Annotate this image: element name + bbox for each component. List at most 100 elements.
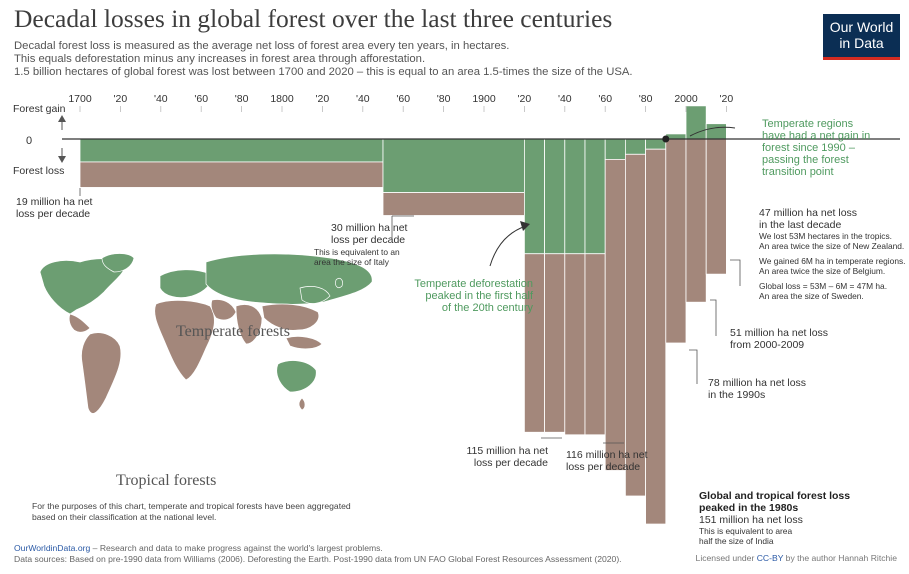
x-tick-label: 1900 bbox=[472, 93, 496, 105]
x-tick-label: '20 bbox=[114, 93, 128, 105]
annotation-1980-small: This is equivalent to area half the size … bbox=[699, 526, 792, 546]
map-region bbox=[154, 300, 215, 381]
bar-temperate bbox=[604, 138, 626, 160]
chart-subtitle: Decadal forest loss is measured as the a… bbox=[14, 40, 794, 78]
aggregation-note: For the purposes of this chart, temperat… bbox=[32, 501, 351, 522]
annotation-2010-small-1: We lost 53M hectares in the tropics. An a… bbox=[759, 231, 904, 251]
annotation-1980: 151 million ha net loss bbox=[699, 514, 803, 526]
owid-logo[interactable]: Our World in Data bbox=[823, 14, 900, 60]
leader-2010 bbox=[730, 259, 741, 286]
annotation-1990: 78 million ha net loss in the 1990s bbox=[708, 377, 806, 401]
bar-temperate bbox=[79, 138, 384, 163]
logo-line: in Data bbox=[839, 35, 884, 51]
annotation-2010-small-3: Global loss = 53M – 6M = 47M ha. An area … bbox=[759, 281, 887, 301]
bar-tropical bbox=[625, 153, 647, 497]
x-tick-label: 1800 bbox=[270, 93, 294, 105]
annotation-2010-small-2: We gained 6M ha in temperate regions. An … bbox=[759, 256, 906, 276]
bar-temperate bbox=[625, 138, 647, 155]
map-region bbox=[205, 253, 373, 305]
bar-temperate-gain bbox=[705, 123, 727, 140]
x-tick-label: '40 bbox=[558, 93, 572, 105]
license-link[interactable]: CC-BY bbox=[756, 553, 784, 563]
footer-tagline: – Research and data to make progress aga… bbox=[90, 543, 383, 553]
annotation-1850: 30 million ha net loss per decade bbox=[331, 222, 408, 246]
map-region bbox=[68, 313, 91, 333]
bar-tropical bbox=[79, 161, 384, 188]
data-sources: Data sources: Based on pre-1990 data fro… bbox=[14, 554, 622, 564]
bar-tropical bbox=[544, 253, 566, 433]
loss-label: Forest loss bbox=[13, 165, 64, 177]
annotation-temperate-peak: Temperate deforestation peaked in the fir… bbox=[414, 278, 534, 314]
annotation-2010: 47 million ha net loss in the last decade bbox=[759, 207, 857, 231]
map-region bbox=[210, 299, 237, 321]
bar-temperate bbox=[524, 138, 546, 255]
annotation-1850-small: This is equivalent to an area the size of… bbox=[314, 247, 400, 267]
license-pre: Licensed under bbox=[695, 553, 757, 563]
annotation-1940: 116 million ha net loss per decade bbox=[566, 449, 648, 473]
map-label-tropical: Tropical forests bbox=[116, 472, 217, 489]
footer: OurWorldinData.org – Research and data t… bbox=[14, 543, 622, 565]
license-post: by the author Hannah Ritchie bbox=[783, 553, 897, 563]
gain-label: Forest gain bbox=[13, 103, 66, 115]
bar-tropical bbox=[564, 253, 586, 436]
loss-arrowhead bbox=[58, 156, 66, 163]
arrowhead-temperate-peak bbox=[520, 221, 530, 231]
x-tick-label: '20 bbox=[316, 93, 330, 105]
logo-line: Our World bbox=[829, 19, 894, 35]
map-region bbox=[81, 332, 122, 414]
x-tick-label: '20 bbox=[518, 93, 532, 105]
arrow-temperate-peak bbox=[489, 225, 527, 267]
map-region bbox=[261, 303, 320, 331]
bar-tropical bbox=[705, 138, 727, 275]
arrow-transition bbox=[689, 126, 736, 137]
x-tick-label: '80 bbox=[437, 93, 451, 105]
x-tick-label: '40 bbox=[356, 93, 370, 105]
x-tick-label: 1700 bbox=[68, 93, 92, 105]
x-tick-label: '60 bbox=[396, 93, 410, 105]
owid-link[interactable]: OurWorldinData.org bbox=[14, 543, 91, 553]
bar-tropical bbox=[665, 138, 687, 344]
leader-2000 bbox=[710, 299, 717, 336]
map-region bbox=[276, 360, 317, 393]
x-tick-label: '40 bbox=[154, 93, 168, 105]
bar-temperate bbox=[584, 138, 606, 255]
x-tick-label: '60 bbox=[194, 93, 208, 105]
leader-1990 bbox=[689, 349, 698, 384]
bar-tropical bbox=[645, 148, 667, 525]
map-region bbox=[285, 336, 323, 350]
annotation-1980-bold: Global and tropical forest loss peaked in… bbox=[699, 490, 850, 514]
bar-tropical bbox=[382, 192, 525, 216]
license: Licensed under CC-BY by the author Hanna… bbox=[696, 553, 897, 563]
annotation-1700: 19 million ha net loss per decade bbox=[16, 196, 93, 220]
bar-tropical bbox=[604, 158, 626, 471]
x-tick-label: '80 bbox=[235, 93, 249, 105]
bar-temperate bbox=[544, 138, 566, 255]
subtitle-line: Decadal forest loss is measured as the a… bbox=[14, 40, 510, 52]
bar-tropical bbox=[685, 138, 707, 303]
bar-tropical bbox=[584, 253, 606, 436]
annotation-transition: Temperate regions have had a net gain in f… bbox=[762, 118, 870, 178]
map-region bbox=[101, 253, 135, 273]
map-region bbox=[298, 397, 306, 411]
bar-temperate bbox=[564, 138, 586, 255]
map-region bbox=[235, 304, 263, 345]
transition-point-marker bbox=[662, 135, 670, 143]
map-label-temperate: Temperate forests bbox=[176, 323, 290, 340]
x-tick-label: 2000 bbox=[674, 93, 698, 105]
chart-title: Decadal losses in global forest over the… bbox=[14, 4, 613, 33]
x-tick-label: '20 bbox=[720, 93, 734, 105]
subtitle-line: This equals deforestation minus any incr… bbox=[14, 52, 426, 65]
map-region bbox=[159, 269, 212, 298]
annotation-1920: 115 million ha net loss per decade bbox=[466, 445, 548, 469]
annotation-2000: 51 million ha net loss from 2000-2009 bbox=[730, 327, 828, 351]
x-tick-label: '60 bbox=[598, 93, 612, 105]
bar-temperate bbox=[382, 138, 525, 193]
map-region bbox=[299, 286, 331, 304]
subtitle-line: 1.5 billion hectares of global forest wa… bbox=[14, 65, 633, 78]
x-tick-label: '80 bbox=[639, 93, 653, 105]
map-region bbox=[335, 278, 343, 288]
zero-label: 0 bbox=[26, 135, 32, 147]
gain-arrowhead bbox=[58, 115, 66, 122]
bar-temperate-gain bbox=[685, 105, 707, 140]
